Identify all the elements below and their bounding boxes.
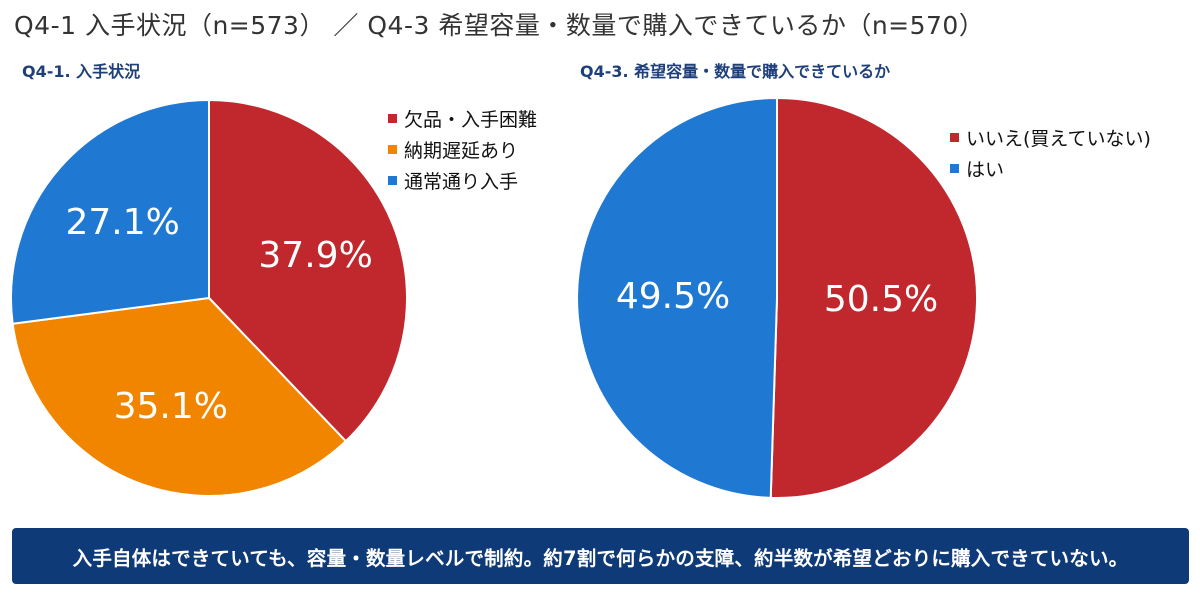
legend-swatch xyxy=(388,176,397,185)
legend-label: 通常通り入手 xyxy=(404,171,519,193)
pie-data-label: 50.5% xyxy=(824,279,938,320)
legend-label: いいえ(買えていない) xyxy=(966,128,1151,150)
legend-acquisition-status: 欠品・入手困難 納期遅延あり 通常通り入手 xyxy=(388,103,537,196)
legend-item-shortage: 欠品・入手困難 xyxy=(388,103,537,134)
pie-data-label: 27.1% xyxy=(66,202,180,243)
pie-slice xyxy=(576,96,778,499)
pie-slice xyxy=(10,98,210,325)
summary-banner: 入手自体はできていても、容量・数量レベルで制約。約7割で何らかの支障、約半数が希… xyxy=(12,528,1189,584)
legend-swatch xyxy=(950,133,959,142)
page-title: Q4-1 入手状況（n=573） ／ Q4-3 希望容量・数量で購入できているか… xyxy=(14,11,985,40)
legend-swatch xyxy=(388,114,397,123)
pie-data-label: 49.5% xyxy=(616,276,730,317)
legend-item-yes: はい xyxy=(950,153,1151,184)
legend-label: 欠品・入手困難 xyxy=(404,109,538,131)
legend-desired-quantity: いいえ(買えていない) はい xyxy=(950,122,1151,184)
legend-label: はい xyxy=(966,159,1005,181)
pie-slice xyxy=(769,96,979,499)
pie-slice xyxy=(11,296,348,497)
chart-title-acquisition-status: Q4-1. 入手状況 xyxy=(22,62,141,81)
legend-item-normal: 通常通り入手 xyxy=(388,165,537,196)
legend-swatch xyxy=(388,145,397,154)
legend-label: 納期遅延あり xyxy=(404,140,519,162)
pie-chart-desired-quantity: 50.5% 49.5% xyxy=(576,96,979,499)
pie-data-label: 35.1% xyxy=(114,386,228,427)
pie-data-label: 37.9% xyxy=(258,235,372,276)
pie-slice xyxy=(208,98,409,443)
chart-title-desired-quantity: Q4-3. 希望容量・数量で購入できているか xyxy=(580,62,891,81)
summary-text: 入手自体はできていても、容量・数量レベルで制約。約7割で何らかの支障、約半数が希… xyxy=(72,546,1129,570)
legend-item-no: いいえ(買えていない) xyxy=(950,122,1151,153)
pie-chart-acquisition-status: 37.9% 35.1% 27.1% xyxy=(10,98,409,497)
legend-swatch xyxy=(950,164,959,173)
legend-item-delay: 納期遅延あり xyxy=(388,134,537,165)
